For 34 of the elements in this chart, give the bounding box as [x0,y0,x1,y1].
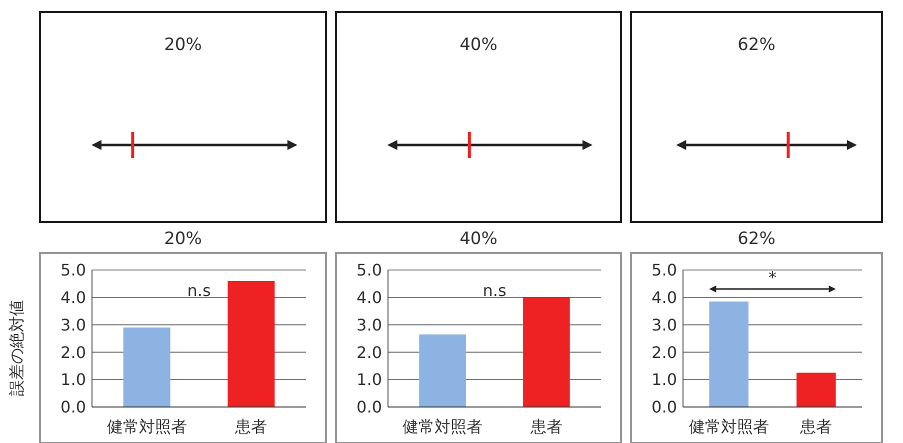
x-tick-label: 患者 [799,417,832,436]
y-tick-label: 4.0 [356,288,382,307]
data-label: 40% [460,35,498,55]
y-tick-label: 5.0 [60,260,86,280]
y-tick-label: 5.0 [356,260,382,280]
y-axis-title: 誤差の絶対値 [7,300,26,396]
chart-title: 20% [164,229,202,249]
y-tick-label: 1.0 [60,370,86,390]
x-tick-label: 患者 [234,417,268,436]
y-tick-label: 3.0 [356,315,382,334]
y-tick-label: 2.0 [652,342,677,362]
y-tick-label: 2.0 [356,342,382,362]
data-label: 20% [164,35,202,55]
y-tick-label: 3.0 [60,315,86,334]
annotation: n.s [187,281,211,300]
annotation: n.s [482,281,506,300]
chart-title: 40% [460,229,498,249]
chart-title: 62% [738,229,776,249]
x-tick-label: 健常対照者 [688,417,769,436]
y-tick-label: 3.0 [652,315,677,334]
y-tick-label: 0.0 [356,398,382,417]
y-tick-label: 1.0 [652,370,677,390]
y-tick-label: 5.0 [652,260,677,280]
y-tick-label: 0.0 [652,398,677,417]
y-tick-label: 0.0 [60,398,86,417]
y-tick-label: 2.0 [60,342,86,362]
x-tick-label: 健常対照者 [402,417,483,436]
y-tick-label: 4.0 [652,288,677,307]
y-tick-label: 1.0 [356,370,382,390]
y-tick-label: 4.0 [60,288,86,307]
data-label: 62% [738,35,776,55]
annotation: * [768,268,776,287]
x-tick-label: 健常対照者 [106,417,187,436]
x-tick-label: 患者 [529,417,562,436]
